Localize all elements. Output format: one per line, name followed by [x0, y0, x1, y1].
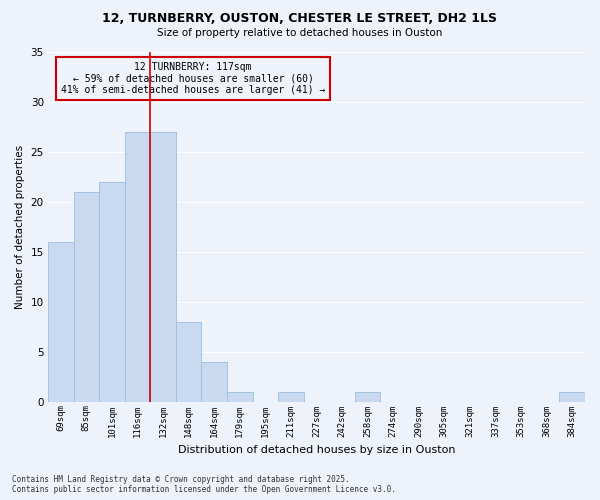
- Bar: [202, 362, 227, 402]
- Text: 12, TURNBERRY, OUSTON, CHESTER LE STREET, DH2 1LS: 12, TURNBERRY, OUSTON, CHESTER LE STREET…: [103, 12, 497, 26]
- Text: Size of property relative to detached houses in Ouston: Size of property relative to detached ho…: [157, 28, 443, 38]
- Bar: [125, 132, 150, 402]
- Bar: [278, 392, 304, 402]
- Y-axis label: Number of detached properties: Number of detached properties: [15, 144, 25, 308]
- Bar: [176, 322, 202, 402]
- Bar: [559, 392, 585, 402]
- Bar: [227, 392, 253, 402]
- Bar: [150, 132, 176, 402]
- Text: Contains HM Land Registry data © Crown copyright and database right 2025.
Contai: Contains HM Land Registry data © Crown c…: [12, 474, 396, 494]
- Bar: [99, 182, 125, 402]
- Text: 12 TURNBERRY: 117sqm
← 59% of detached houses are smaller (60)
41% of semi-detac: 12 TURNBERRY: 117sqm ← 59% of detached h…: [61, 62, 325, 95]
- Bar: [48, 242, 74, 402]
- X-axis label: Distribution of detached houses by size in Ouston: Distribution of detached houses by size …: [178, 445, 455, 455]
- Bar: [355, 392, 380, 402]
- Bar: [74, 192, 99, 402]
